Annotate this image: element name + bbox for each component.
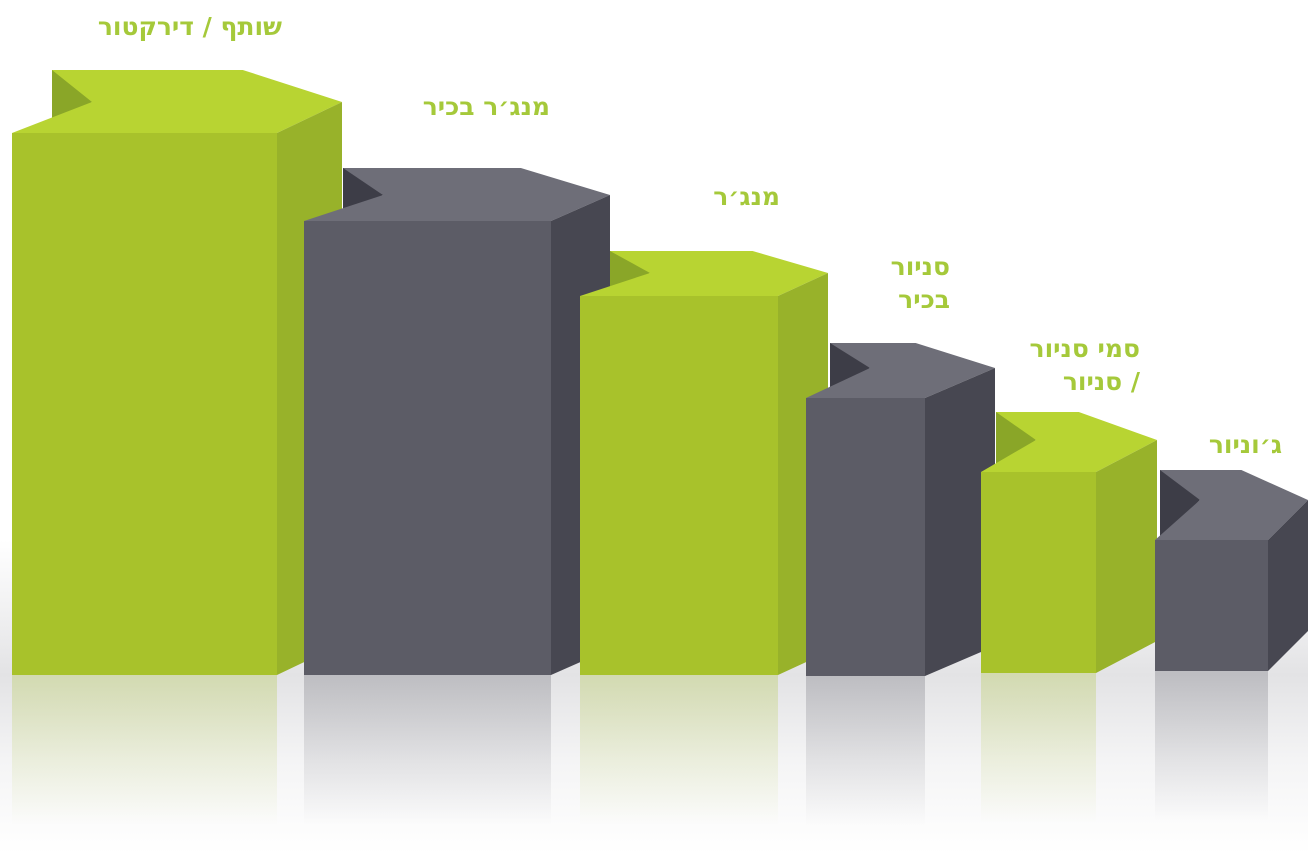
step-label-line: מנג׳ר <box>713 182 780 211</box>
step-label-junior: ג׳וניור <box>1180 428 1282 461</box>
step-side-face <box>925 368 995 676</box>
step-side-face <box>1096 440 1157 673</box>
step-back-top <box>1160 470 1308 500</box>
step-block <box>12 70 342 675</box>
step-top-face <box>806 368 995 398</box>
step-reflection <box>304 675 551 825</box>
step-label-line: / סניור <box>1062 367 1140 396</box>
step-top-face <box>12 102 342 133</box>
step-back-top <box>343 168 610 195</box>
step-reflection <box>981 673 1096 823</box>
step-front-face <box>806 398 925 676</box>
step-top-face <box>304 195 610 221</box>
step-back-top <box>610 251 828 273</box>
step-front-face <box>304 221 551 675</box>
step-block <box>981 412 1157 673</box>
step-reflection <box>580 675 778 825</box>
step-front-face <box>1155 540 1268 671</box>
step-top-face <box>1155 500 1308 540</box>
step-top-face <box>981 440 1157 472</box>
step-label-line: בכיר <box>898 285 950 314</box>
step-reflection <box>1155 671 1268 821</box>
step-back-top <box>996 412 1157 440</box>
step-label-line: שותף / דירקטור <box>97 12 282 41</box>
step-block <box>304 168 610 675</box>
step-label-line: מנג׳ר בכיר <box>422 92 550 121</box>
step-front-face <box>580 296 778 675</box>
step-label-senior-manager: מנג׳ר בכיר <box>360 90 550 123</box>
step-notch-shadow <box>996 412 1036 472</box>
step-reflection <box>12 675 277 825</box>
step-back-top <box>830 343 995 368</box>
step-label-manager: מנג׳ר <box>660 180 780 213</box>
step-label-senior-experienced: סניור בכיר <box>840 250 950 316</box>
step-label-partner-director: שותף / דירקטור <box>42 10 282 43</box>
step-label-line: סמי סניור <box>1029 334 1140 363</box>
step-label-line: ג׳וניור <box>1208 430 1282 459</box>
step-block <box>580 251 828 675</box>
step-front-face <box>981 472 1096 673</box>
step-label-line: סניור <box>890 252 950 281</box>
step-reflection <box>806 676 925 826</box>
step-block <box>806 343 995 676</box>
step-blocks <box>12 70 1308 676</box>
step-side-face <box>1268 500 1308 671</box>
floor-reflections <box>12 671 1268 826</box>
step-top-face <box>580 273 828 296</box>
step-block <box>1155 470 1308 671</box>
step-label-semi-senior: סמי סניור / סניור <box>990 332 1140 398</box>
step-front-face <box>12 133 277 675</box>
step-back-top <box>52 70 342 102</box>
